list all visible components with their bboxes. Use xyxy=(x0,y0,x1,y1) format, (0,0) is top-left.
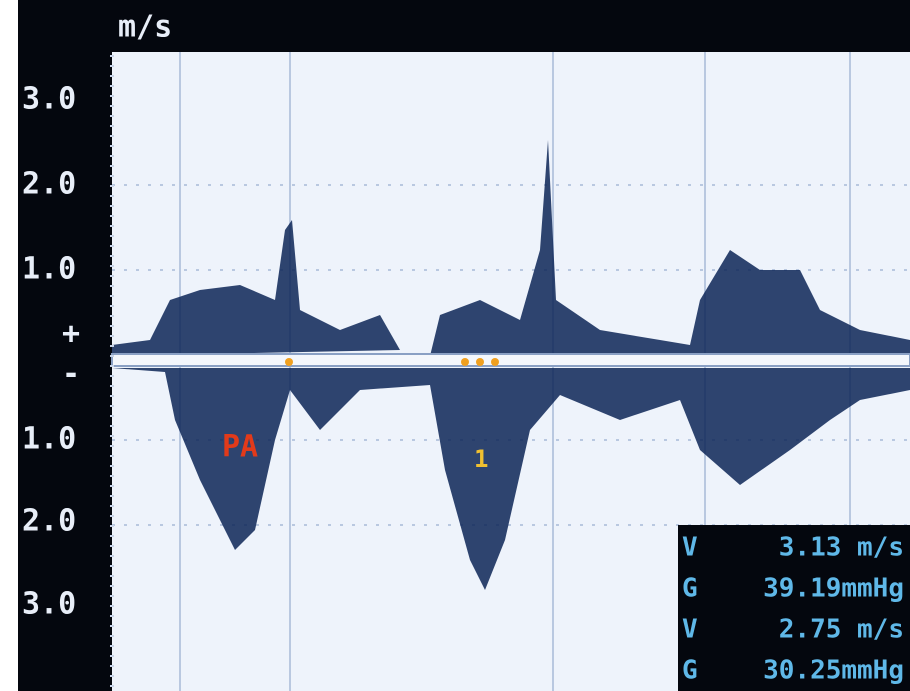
measurement-value: 39.19mmHg xyxy=(763,574,904,604)
measurement-symbol: G xyxy=(682,656,698,686)
unit-label: m/s xyxy=(118,10,172,45)
measurement-value: 3.13 m/s xyxy=(779,533,904,563)
axis-label: 2.0 xyxy=(22,504,76,539)
measurement-symbol: G xyxy=(682,574,698,604)
annotation: 1 xyxy=(474,445,488,473)
axis-label: 3.0 xyxy=(22,82,76,117)
axis-label: 2.0 xyxy=(22,167,76,202)
annotation: PA xyxy=(222,430,258,465)
baseline xyxy=(112,354,910,366)
axis-label: 1.0 xyxy=(22,252,76,287)
measurement-symbol: V xyxy=(682,533,698,563)
axis-label: + xyxy=(62,317,80,352)
measurement-value: 2.75 m/s xyxy=(779,615,904,645)
axis-label: 3.0 xyxy=(22,587,76,622)
measurement-symbol: V xyxy=(682,615,698,645)
axis-label: 1.0 xyxy=(22,422,76,457)
axis-label: - xyxy=(62,357,80,392)
doppler-screen: m/s 3.0 2.0 1.0 + - 1.0 2.0 3.0 PA 1 V 3.… xyxy=(0,0,910,691)
measurement-value: 30.25mmHg xyxy=(763,656,904,686)
